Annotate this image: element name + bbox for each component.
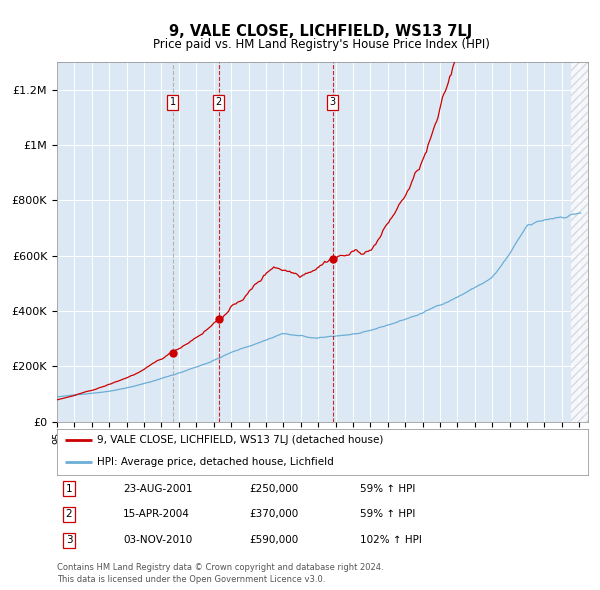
Text: 59% ↑ HPI: 59% ↑ HPI <box>360 484 415 493</box>
Text: 1: 1 <box>170 97 176 107</box>
Text: 3: 3 <box>330 97 336 107</box>
Text: Contains HM Land Registry data © Crown copyright and database right 2024.
This d: Contains HM Land Registry data © Crown c… <box>57 563 383 584</box>
Text: 23-AUG-2001: 23-AUG-2001 <box>123 484 193 493</box>
Text: £250,000: £250,000 <box>249 484 298 493</box>
Text: 102% ↑ HPI: 102% ↑ HPI <box>360 536 422 545</box>
Text: £590,000: £590,000 <box>249 536 298 545</box>
Text: HPI: Average price, detached house, Lichfield: HPI: Average price, detached house, Lich… <box>97 457 334 467</box>
Text: 03-NOV-2010: 03-NOV-2010 <box>123 536 192 545</box>
Text: 2: 2 <box>65 510 73 519</box>
Text: Price paid vs. HM Land Registry's House Price Index (HPI): Price paid vs. HM Land Registry's House … <box>152 38 490 51</box>
Text: 2: 2 <box>215 97 222 107</box>
Text: £370,000: £370,000 <box>249 510 298 519</box>
Text: 1: 1 <box>65 484 73 493</box>
Text: 15-APR-2004: 15-APR-2004 <box>123 510 190 519</box>
Text: 59% ↑ HPI: 59% ↑ HPI <box>360 510 415 519</box>
Text: 3: 3 <box>65 536 73 545</box>
Text: 9, VALE CLOSE, LICHFIELD, WS13 7LJ (detached house): 9, VALE CLOSE, LICHFIELD, WS13 7LJ (deta… <box>97 435 383 445</box>
Text: 9, VALE CLOSE, LICHFIELD, WS13 7LJ: 9, VALE CLOSE, LICHFIELD, WS13 7LJ <box>169 24 473 38</box>
